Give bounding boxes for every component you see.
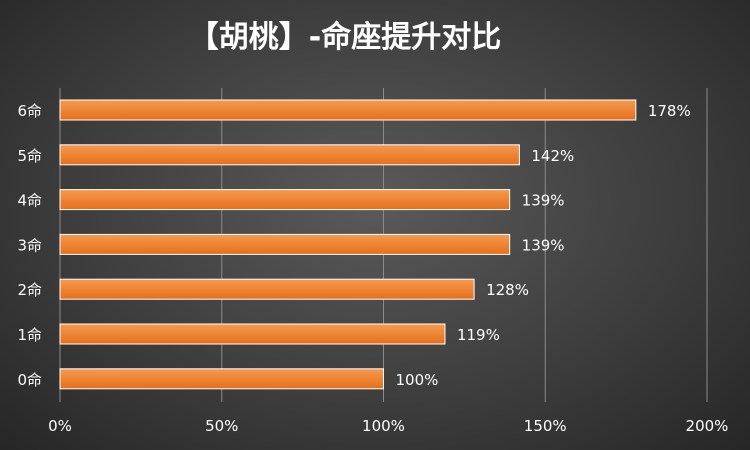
category-label-2: 4命 <box>17 192 42 210</box>
x-tick-label-0: 0% <box>48 417 72 435</box>
category-label-0: 6命 <box>17 102 42 120</box>
category-label-5: 1命 <box>17 326 42 344</box>
labels: 0% 50% 100% 150% 200% 6命 178% 5命 142% 4命 139% 3命 139… <box>17 102 728 435</box>
category-label-6: 0命 <box>17 371 42 389</box>
category-label-3: 3命 <box>17 236 42 254</box>
bar-2 <box>59 189 511 211</box>
x-tick-label-200: 200% <box>686 417 729 435</box>
bar-3 <box>59 233 511 255</box>
value-label-3: 139% <box>522 236 565 254</box>
category-label-1: 5命 <box>17 147 42 165</box>
value-label-5: 119% <box>457 326 500 344</box>
value-label-4: 128% <box>486 281 529 299</box>
value-label-0: 178% <box>648 102 691 120</box>
value-label-6: 100% <box>396 371 439 389</box>
bar-1 <box>59 144 520 166</box>
x-tick-label-150: 150% <box>524 417 567 435</box>
bar-0 <box>59 99 637 121</box>
value-label-2: 139% <box>522 192 565 210</box>
chart-title: 【胡桃】-命座提升对比 <box>189 20 501 55</box>
x-tick-label-100: 100% <box>362 417 405 435</box>
category-label-4: 2命 <box>17 281 42 299</box>
value-label-1: 142% <box>531 147 574 165</box>
bars <box>59 99 637 390</box>
bar-4 <box>59 278 475 300</box>
x-tick-label-50: 50% <box>205 417 238 435</box>
bar-6 <box>59 368 384 390</box>
bar-5 <box>59 323 446 345</box>
